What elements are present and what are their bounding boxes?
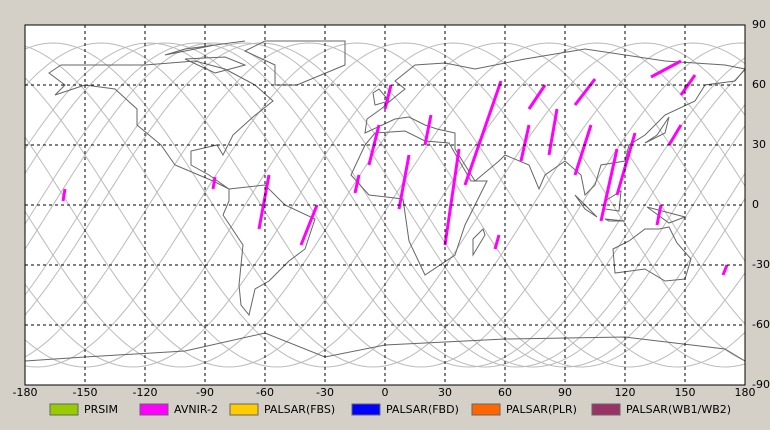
swath — [519, 124, 531, 162]
coastline — [644, 116, 670, 144]
swath — [493, 234, 501, 250]
coastline — [372, 88, 390, 106]
swath — [211, 176, 217, 190]
x-tick-label: 150 — [675, 386, 696, 399]
x-tick-label: 120 — [615, 386, 636, 399]
coastline — [604, 218, 626, 222]
x-tick-label: -150 — [73, 386, 98, 399]
swath — [61, 188, 67, 202]
x-tick-label: -60 — [256, 386, 274, 399]
swath — [353, 174, 361, 194]
x-tick-label: -90 — [196, 386, 214, 399]
legend-label: AVNIR-2 — [174, 403, 218, 416]
coastline — [243, 40, 346, 86]
legend-swatch — [229, 403, 259, 416]
swath — [299, 204, 319, 246]
y-tick-label: -30 — [752, 258, 770, 271]
swath — [615, 132, 637, 196]
x-tick-label: -30 — [316, 386, 334, 399]
swath — [463, 80, 503, 186]
x-tick-label: 180 — [735, 386, 756, 399]
y-tick-label: 30 — [752, 138, 766, 151]
y-tick-label: -60 — [752, 318, 770, 331]
swath — [599, 148, 619, 222]
x-tick-label: 90 — [558, 386, 572, 399]
coastlines — [24, 40, 746, 362]
swath — [573, 78, 597, 106]
legend-label: PALSAR(FBS) — [264, 403, 335, 416]
coastline — [24, 332, 746, 362]
legend-swatch — [471, 403, 501, 416]
orbit-track — [24, 42, 746, 368]
swath — [527, 84, 547, 110]
swath — [650, 59, 682, 79]
coastline — [164, 40, 246, 56]
coastline — [184, 56, 247, 74]
legend-label: PALSAR(WB1/WB2) — [626, 403, 731, 416]
swath — [655, 204, 663, 226]
swath — [423, 114, 433, 146]
legend-label: PALSAR(PLR) — [506, 403, 577, 416]
y-tick-label: -90 — [752, 378, 770, 391]
plot-border — [24, 24, 746, 386]
coastline — [350, 130, 488, 276]
x-tick-label: -120 — [133, 386, 158, 399]
coastline — [48, 60, 274, 190]
y-tick-label: 90 — [752, 18, 766, 31]
acquisition-swaths — [61, 59, 729, 276]
x-tick-label: 30 — [438, 386, 452, 399]
x-tick-label: -180 — [13, 386, 38, 399]
y-tick-label: 0 — [752, 198, 759, 211]
coastline — [472, 228, 486, 257]
swath — [721, 264, 729, 276]
swath — [397, 154, 411, 210]
swath — [257, 174, 271, 230]
swath — [383, 84, 393, 110]
coastline — [364, 48, 746, 197]
legend-swatch — [351, 403, 381, 416]
swath — [667, 124, 683, 146]
legend-label: PRSIM — [84, 403, 118, 416]
swath — [547, 108, 559, 156]
legend-swatch — [139, 403, 169, 416]
legend-swatch — [591, 403, 621, 416]
x-tick-label: 60 — [498, 386, 512, 399]
coastline — [574, 194, 598, 218]
swath — [443, 148, 461, 246]
legend-swatch — [49, 403, 79, 416]
x-tick-label: 0 — [382, 386, 389, 399]
legend-label: PALSAR(FBD) — [386, 403, 459, 416]
coastline — [222, 184, 316, 317]
y-tick-label: 60 — [752, 78, 766, 91]
coastline — [612, 226, 692, 282]
swath — [573, 124, 593, 176]
